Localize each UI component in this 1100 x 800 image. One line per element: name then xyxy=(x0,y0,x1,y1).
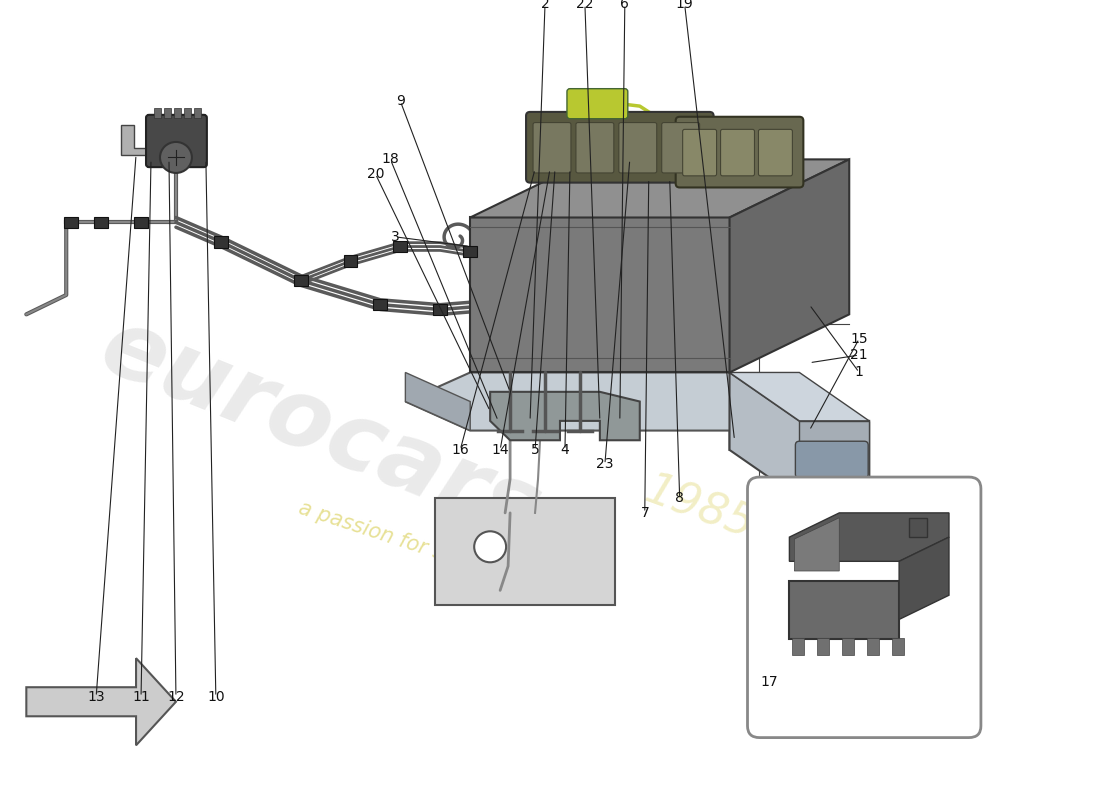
Text: 11: 11 xyxy=(132,690,150,704)
Bar xyxy=(817,638,829,655)
Text: a passion for since 1985: a passion for since 1985 xyxy=(296,498,544,596)
Polygon shape xyxy=(790,581,899,639)
Bar xyxy=(343,255,358,267)
Text: 13: 13 xyxy=(87,690,104,704)
FancyBboxPatch shape xyxy=(683,130,716,176)
Circle shape xyxy=(474,531,506,562)
Circle shape xyxy=(834,479,849,494)
Text: 20: 20 xyxy=(366,167,384,181)
Text: 6: 6 xyxy=(620,0,629,11)
Text: 18: 18 xyxy=(382,152,399,166)
FancyBboxPatch shape xyxy=(619,122,657,173)
Polygon shape xyxy=(729,373,869,421)
Polygon shape xyxy=(26,658,176,746)
Bar xyxy=(294,274,308,286)
Text: 19: 19 xyxy=(675,0,693,11)
Bar xyxy=(436,498,615,605)
Bar xyxy=(867,638,879,655)
Polygon shape xyxy=(729,373,800,450)
Text: 3: 3 xyxy=(390,230,399,244)
Polygon shape xyxy=(406,373,470,430)
Polygon shape xyxy=(790,513,949,562)
Polygon shape xyxy=(491,392,640,440)
Bar xyxy=(64,217,78,228)
FancyBboxPatch shape xyxy=(759,130,792,176)
FancyBboxPatch shape xyxy=(534,122,571,173)
Text: 17: 17 xyxy=(760,675,779,690)
Bar xyxy=(843,638,855,655)
Text: 16: 16 xyxy=(451,443,469,457)
Text: 22: 22 xyxy=(576,0,594,11)
Text: 9: 9 xyxy=(396,94,405,108)
FancyBboxPatch shape xyxy=(146,115,207,167)
Bar xyxy=(463,246,477,258)
Bar xyxy=(194,108,201,118)
Text: 12: 12 xyxy=(167,690,185,704)
Polygon shape xyxy=(800,421,869,498)
Text: 7: 7 xyxy=(640,506,649,520)
Text: 10: 10 xyxy=(207,690,224,704)
Text: 23: 23 xyxy=(596,458,614,471)
Polygon shape xyxy=(121,126,148,154)
Polygon shape xyxy=(794,518,839,571)
Polygon shape xyxy=(899,537,949,619)
Bar xyxy=(394,241,407,252)
Bar xyxy=(154,108,161,118)
Text: 8: 8 xyxy=(675,491,684,506)
Text: eurocars: eurocars xyxy=(88,301,553,561)
FancyBboxPatch shape xyxy=(675,117,803,187)
Bar xyxy=(792,638,804,655)
Text: 14: 14 xyxy=(492,443,509,457)
FancyBboxPatch shape xyxy=(795,442,868,478)
Text: 2: 2 xyxy=(540,0,549,11)
FancyBboxPatch shape xyxy=(662,122,700,173)
Text: 21: 21 xyxy=(850,348,868,362)
Bar xyxy=(174,108,180,118)
Text: 1985: 1985 xyxy=(639,469,760,548)
Polygon shape xyxy=(470,159,849,218)
Bar xyxy=(373,299,387,310)
Text: 15: 15 xyxy=(850,331,868,346)
FancyBboxPatch shape xyxy=(526,112,714,182)
Bar xyxy=(213,236,228,247)
Polygon shape xyxy=(406,373,800,450)
Polygon shape xyxy=(470,218,729,373)
Bar xyxy=(909,518,927,537)
Text: 5: 5 xyxy=(530,443,539,457)
Bar xyxy=(433,304,448,315)
FancyBboxPatch shape xyxy=(566,89,628,118)
Text: 1: 1 xyxy=(855,366,864,379)
Polygon shape xyxy=(729,373,869,498)
Circle shape xyxy=(160,142,191,173)
FancyBboxPatch shape xyxy=(748,477,981,738)
Bar xyxy=(95,217,108,228)
Bar xyxy=(164,108,170,118)
Polygon shape xyxy=(729,159,849,373)
Bar xyxy=(892,638,904,655)
FancyBboxPatch shape xyxy=(720,130,755,176)
Text: 4: 4 xyxy=(561,443,570,457)
Bar xyxy=(184,108,191,118)
Bar xyxy=(134,217,148,228)
FancyBboxPatch shape xyxy=(576,122,614,173)
